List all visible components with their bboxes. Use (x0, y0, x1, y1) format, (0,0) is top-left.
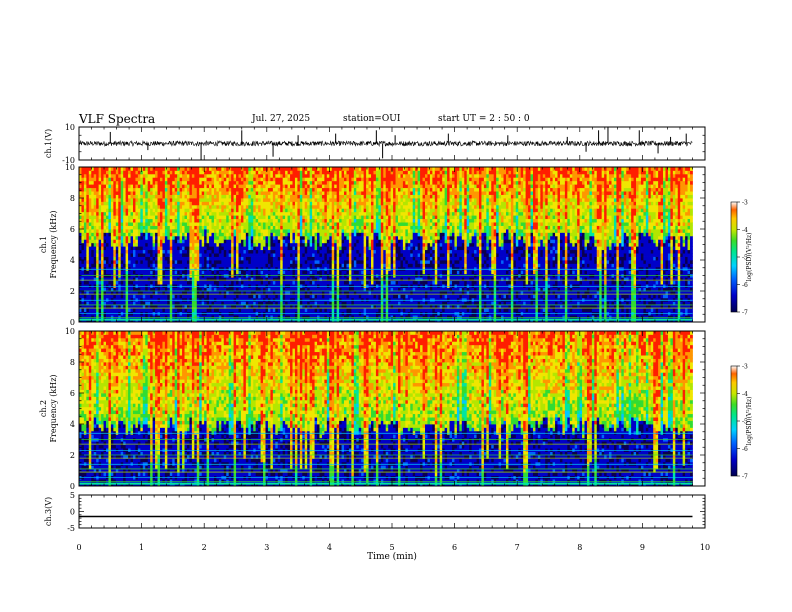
ch2-spectrogram-heatmap (79, 331, 693, 486)
ch1-spectrogram-y-tick-label: 8 (70, 194, 75, 203)
ch2-spectrogram-ylabel: Frequency (kHz) (49, 374, 58, 442)
ch3-y-tick-label: -5 (67, 524, 75, 533)
ch1-spectrogram-colorbar-label: log(PSD)(V²/Hz) (746, 233, 753, 282)
ch2-spectrogram-colorbar-label: log(PSD)(V²/Hz) (746, 397, 753, 446)
ch1-spectrogram-y-tick-label: 0 (70, 318, 75, 327)
ch2-spectrogram-y-tick-label: 10 (65, 327, 75, 336)
ch2-spectrogram-colorbar-tick-label: -6 (742, 446, 748, 453)
ch1-waveform-line (79, 141, 692, 146)
ch2-spectrogram-channel-label: ch.2 (39, 400, 48, 417)
ch1-spectrogram-colorbar-tick-label: -3 (742, 200, 748, 207)
ch2-spectrogram-colorbar-tick-label: -3 (742, 364, 748, 371)
ch1-spectrogram-ylabel: Frequency (kHz) (49, 210, 58, 278)
ch1-spectrogram-colorbar-tick-label: -6 (742, 282, 748, 289)
ch1-spectrogram-y-tick-label: 2 (70, 287, 75, 296)
x-axis-label: Time (min) (367, 551, 417, 562)
ch1-spectrogram-colorbar (731, 202, 737, 312)
ch2-spectrogram-colorbar-tick-label: -7 (742, 474, 748, 481)
ch2-spectrogram-colorbar (731, 366, 737, 476)
ch2-spectrogram-y-tick-label: 2 (70, 451, 75, 460)
x-tick-label: 2 (202, 543, 207, 552)
ch2-spectrogram-y-tick-label: 4 (70, 420, 75, 429)
x-tick-label: 8 (577, 543, 582, 552)
ch1-waveform-ylabel: ch.1(V) (44, 129, 53, 158)
x-tick-label: 1 (139, 543, 144, 552)
x-tick-label: 10 (700, 543, 710, 552)
ch1-spectrogram-colorbar-tick-label: -7 (742, 310, 748, 317)
ch1-y-tick-label: 10 (65, 123, 75, 132)
ch3-waveform-ylabel: ch.3(V) (44, 497, 53, 526)
ch1-spectrogram-y-tick-label: 10 (65, 163, 75, 172)
ch2-spectrogram-y-tick-label: 8 (70, 358, 75, 367)
x-tick-label: 4 (327, 543, 332, 552)
ch1-spectrogram-y-tick-label: 6 (70, 225, 75, 234)
ch2-spectrogram-y-tick-label: 6 (70, 389, 75, 398)
x-tick-label: 5 (389, 543, 394, 552)
ch2-spectrogram-y-tick-label: 0 (70, 482, 75, 491)
ch1-spectrogram-heatmap (79, 167, 693, 322)
x-tick-label: 9 (640, 543, 645, 552)
ch1-spectrogram-channel-label: ch.1 (39, 236, 48, 253)
x-tick-label: 6 (452, 543, 457, 552)
ch3-y-tick-label: 5 (70, 491, 75, 500)
ch3-y-tick-label: 0 (70, 508, 75, 517)
x-tick-label: 0 (76, 543, 81, 552)
ch1-spectrogram-y-tick-label: 4 (70, 256, 75, 265)
x-tick-label: 7 (515, 543, 520, 552)
x-tick-label: 3 (264, 543, 269, 552)
